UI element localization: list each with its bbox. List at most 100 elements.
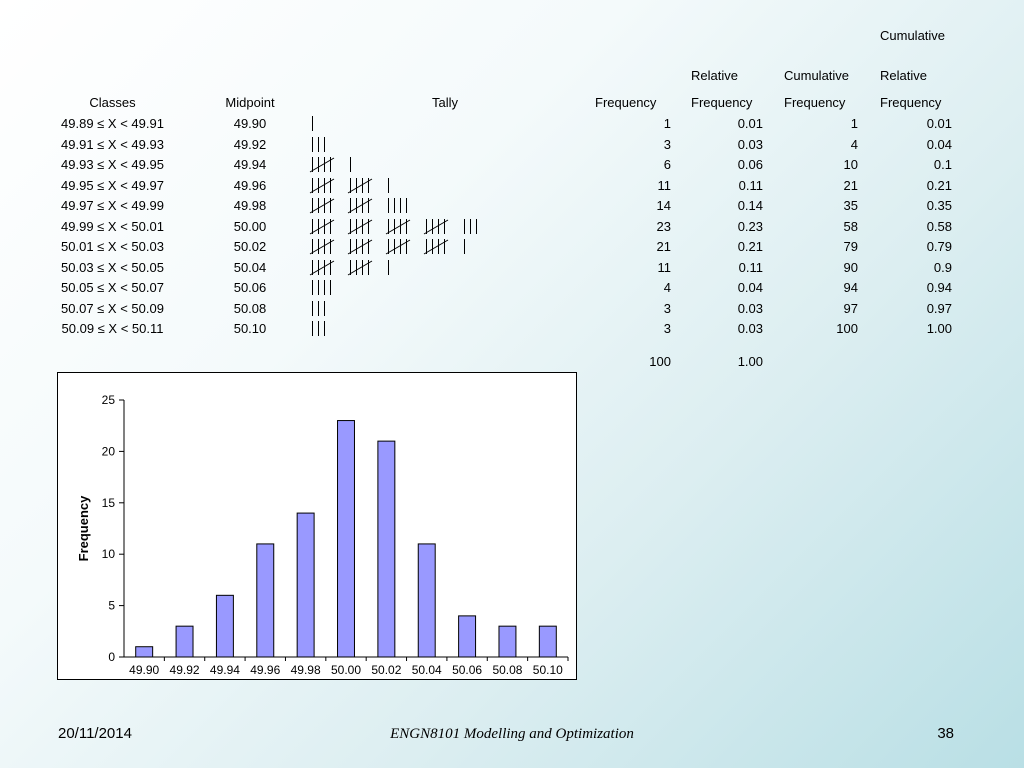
tally-stroke — [330, 259, 331, 275]
tally-stroke — [470, 218, 471, 234]
tally-slash — [347, 239, 373, 255]
tally-stroke — [356, 239, 357, 254]
frequency-cell: 6 — [663, 157, 671, 172]
class-cell: 50.09 ≤ X < 50.11 — [61, 321, 164, 336]
tally-stroke — [312, 300, 313, 316]
class-cell: 50.03 ≤ X < 50.05 — [61, 259, 164, 275]
tally-stroke — [362, 259, 363, 275]
tally-stroke — [330, 239, 331, 254]
header-relative-2: Relative — [880, 68, 927, 83]
header-relative: Relative — [691, 68, 738, 83]
tally-stroke — [444, 239, 445, 254]
tally-stroke — [330, 218, 331, 234]
x-tick-label: 49.94 — [210, 663, 240, 677]
tally-stroke — [368, 218, 369, 234]
bar — [256, 543, 275, 658]
tally-stroke — [368, 177, 369, 193]
class-cell: 50.07 ≤ X < 50.09 — [61, 300, 164, 316]
table-header-mid: Relative Cumulative Relative — [40, 66, 970, 86]
bar — [296, 512, 315, 658]
cum-rel-frequency-cell: 0.94 — [926, 280, 952, 295]
tally-stroke — [318, 218, 319, 234]
frequency-cell: 3 — [663, 321, 671, 336]
tally-stroke — [330, 280, 331, 295]
y-tick-label: 20 — [102, 444, 116, 458]
tally-stroke — [476, 218, 477, 234]
tally-stroke — [464, 218, 465, 234]
footer-date: 20/11/2014 — [58, 725, 132, 742]
x-tick-label: 50.02 — [371, 663, 401, 677]
frequency-cell: 4 — [663, 280, 671, 295]
tally-stroke — [312, 116, 313, 131]
table-row: 50.09 ≤ X < 50.11 50.10 3 0.03 100 1.00 — [40, 319, 970, 339]
tally-stroke — [312, 321, 313, 336]
tally-stroke — [406, 218, 407, 234]
tally-stroke — [388, 259, 389, 275]
class-cell: 49.95 ≤ X < 49.97 — [61, 177, 164, 193]
bar — [135, 646, 154, 658]
x-tick-label: 50.06 — [452, 663, 482, 677]
cum-frequency-cell: 79 — [843, 239, 858, 254]
y-tick-label: 15 — [102, 496, 116, 510]
rel-frequency-cell: 0.11 — [738, 259, 763, 275]
tally-stroke — [312, 136, 313, 152]
tally-stroke — [388, 177, 389, 193]
tally-stroke — [324, 280, 325, 295]
tally-stroke — [406, 198, 407, 213]
table-row: 49.89 ≤ X < 49.91 49.90 1 0.01 1 0.01 — [40, 114, 970, 134]
cum-frequency-cell: 1 — [850, 116, 858, 131]
tally-stroke — [350, 157, 351, 172]
cum-rel-frequency-cell: 0.9 — [933, 259, 952, 275]
table-row: 50.05 ≤ X < 50.07 50.06 4 0.04 94 0.94 — [40, 278, 970, 298]
tally-stroke — [356, 177, 357, 193]
class-cell: 49.99 ≤ X < 50.01 — [61, 218, 164, 234]
histogram-chart: 0 5 10 15 20 25 49.90 49.92 49.94 49.96 49.98 50.00… — [57, 372, 577, 680]
footer-title: ENGN8101 Modelling and Optimization — [390, 726, 634, 742]
cum-frequency-cell: 90 — [843, 259, 858, 275]
tally-stroke — [312, 177, 313, 193]
tally-stroke — [312, 198, 313, 213]
cum-rel-frequency-cell: 0.04 — [926, 136, 952, 152]
tally-stroke — [362, 239, 363, 254]
tally-stroke — [318, 259, 319, 275]
cum-frequency-cell: 100 — [836, 321, 858, 336]
total-rel-frequency: 1.00 — [737, 354, 763, 369]
cum-frequency-cell: 35 — [843, 198, 858, 213]
tally-slash — [309, 239, 335, 255]
tally-stroke — [388, 198, 389, 213]
tally-slash — [309, 198, 335, 214]
frequency-cell: 3 — [663, 136, 671, 152]
header-tally: Tally — [431, 95, 458, 110]
cum-frequency-cell: 97 — [843, 300, 858, 316]
tally-stroke — [350, 259, 351, 275]
chart-svg: 0 5 10 15 20 25 49.90 49.92 49.94 49.96 49.98 50.00… — [76, 393, 569, 677]
tally-stroke — [400, 198, 401, 213]
tally-slash — [347, 198, 373, 214]
x-tick-label: 50.00 — [331, 663, 361, 677]
bar — [458, 615, 477, 658]
tally-slash — [309, 260, 335, 275]
rel-frequency-cell: 0.03 — [737, 300, 763, 316]
tally-stroke — [368, 198, 369, 213]
midpoint-cell: 50.08 — [233, 300, 267, 316]
rel-frequency-cell: 0.03 — [737, 136, 763, 152]
midpoint-cell: 50.00 — [233, 218, 267, 234]
frequency-cell: 3 — [663, 300, 671, 316]
midpoint-cell: 49.96 — [233, 177, 267, 193]
rel-frequency-cell: 0.23 — [737, 218, 763, 234]
frequency-cell: 1 — [663, 116, 671, 131]
cum-rel-frequency-cell: 0.21 — [926, 177, 952, 193]
frequency-cell: 14 — [656, 198, 671, 213]
x-tick-label: 50.08 — [492, 663, 522, 677]
bar — [538, 625, 557, 658]
tally-stroke — [362, 218, 363, 234]
class-cell: 50.05 ≤ X < 50.07 — [61, 280, 164, 295]
y-tick-label: 5 — [108, 599, 115, 613]
frequency-cell: 11 — [657, 177, 672, 193]
tally-stroke — [330, 177, 331, 193]
cum-rel-frequency-cell: 0.01 — [926, 116, 952, 131]
tally-slash — [309, 178, 335, 193]
tally-stroke — [438, 239, 439, 254]
header-rel-frequency: Frequency — [691, 95, 753, 110]
tally-stroke — [318, 198, 319, 213]
